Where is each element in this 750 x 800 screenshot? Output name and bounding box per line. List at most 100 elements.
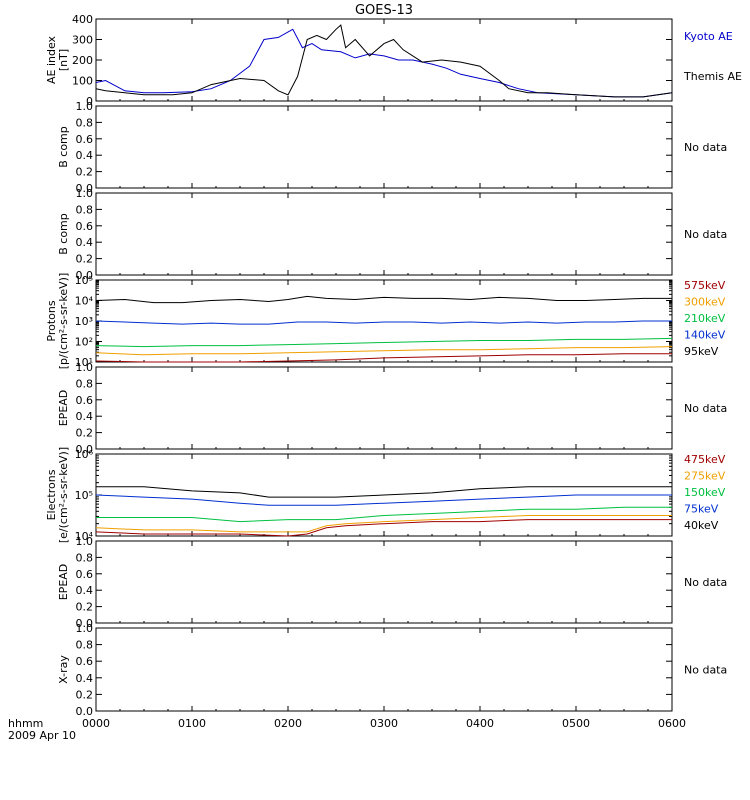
y-tick-label: 10⁵ (75, 274, 93, 287)
series-line-40kev (96, 486, 672, 498)
y-tick-label: 0.4 (76, 410, 94, 423)
legend-entry: Kyoto AE (684, 30, 733, 43)
y-tick-label: 1.0 (76, 622, 94, 635)
y-tick-label: 0.0 (76, 443, 94, 456)
x-tick-label: 0200 (274, 717, 302, 730)
y-tick-label: 10⁴ (75, 295, 94, 308)
y-axis-label: AE index (45, 35, 58, 84)
y-tick-label: 0.2 (76, 253, 94, 266)
panel-frame (95, 105, 673, 189)
y-tick-label: 0.4 (76, 236, 94, 249)
y-tick-label: 10⁶ (75, 448, 94, 461)
y-tick-label: 0.8 (76, 377, 94, 390)
x-tick-label: 0600 (658, 717, 686, 730)
series-line-575kev (95, 353, 672, 363)
legend-entry: Themis AE (683, 70, 742, 83)
legend-entry: 75keV (684, 503, 719, 516)
no-data-label: No data (684, 228, 727, 241)
y-tick-label: 0.8 (76, 116, 94, 129)
time-unit-label: hhmm (8, 717, 43, 730)
y-tick-label: 300 (72, 34, 93, 47)
legend-entry: 40keV (684, 519, 719, 532)
y-tick-label: 400 (72, 13, 93, 26)
panel-xray: 0.0 0.2 0.4 0.6 0.8 1.0 X-ray No data (57, 622, 727, 718)
y-tick-label: 10⁵ (75, 489, 93, 502)
y-tick-label: 0.4 (76, 672, 94, 685)
y-tick-label: 0.8 (76, 551, 94, 564)
y-axis-label: EPEAD (57, 564, 70, 601)
x-axis: 0000 0100 0200 0300 0400 0500 0600 (82, 717, 686, 730)
legend-entry: 575keV (684, 279, 726, 292)
y-tick-label: 0.8 (76, 203, 94, 216)
chart-title: GOES-13 (355, 3, 413, 18)
legend-entry: 95keV (684, 345, 719, 358)
y-tick-label: 0.6 (76, 220, 94, 233)
panel-electrons: 10⁴ 10⁵ 10⁶ Electrons [e/(cm²-s-sr-keV)] 475k… (45, 447, 726, 543)
x-tick-label: 0500 (562, 717, 590, 730)
y-tick-label: 1.0 (76, 187, 94, 200)
y-tick-label: 0.2 (76, 166, 94, 179)
legend-entry: 300keV (684, 296, 726, 309)
panel-b1: 0.0 0.2 0.4 0.6 0.8 1.0 B comp No data (57, 100, 727, 195)
legend-entry: 475keV (684, 453, 726, 466)
y-tick-label: 0.6 (76, 394, 94, 407)
series-line-140kev (95, 320, 672, 325)
series-line-kyoto-ae (95, 28, 673, 98)
y-tick-label: 0.0 (76, 617, 94, 630)
series-line-275kev (95, 515, 672, 533)
panel-frame (95, 279, 673, 363)
y-tick-label: 1.0 (76, 535, 94, 548)
series-line-475kev (95, 519, 672, 537)
y-axis-unit-label: [nT] (57, 49, 70, 71)
y-tick-label: 0.0 (76, 182, 94, 195)
x-tick-label: 0400 (466, 717, 494, 730)
x-tick-label: 0300 (370, 717, 398, 730)
x-tick-label: 0100 (178, 717, 206, 730)
y-axis-label: B comp (57, 126, 70, 168)
legend-entry: 150keV (684, 486, 726, 499)
panel-frame (95, 192, 673, 276)
panel-b2: 0.0 0.2 0.4 0.6 0.8 1.0 B comp No data (57, 187, 727, 282)
y-axis-label: Electrons (45, 469, 58, 520)
y-tick-label: 0.0 (76, 705, 94, 718)
series-line-150kev (96, 506, 672, 523)
y-tick-label: 1.0 (76, 361, 94, 374)
y-tick-label: 0.6 (76, 133, 94, 146)
panel-frame (95, 18, 673, 102)
y-tick-label: 10³ (75, 315, 93, 328)
y-axis-label: EPEAD (57, 390, 70, 427)
y-tick-label: 0.2 (76, 688, 94, 701)
x-tick-label: 0000 (82, 717, 110, 730)
no-data-label: No data (684, 141, 727, 154)
panel-epead2: 0.0 0.2 0.4 0.6 0.8 1.0 EPEAD No data (57, 535, 727, 630)
panel-protons: 10¹ 10² 10³ 10⁴ 10⁵ Protons [p/(cm²-s-sr-keV)]… (45, 273, 726, 370)
panel-frame (95, 540, 673, 624)
y-tick-label: 0.8 (76, 639, 94, 652)
y-axis-label: X-ray (57, 655, 70, 684)
series-line-95kev (95, 295, 672, 304)
legend-entry: 275keV (684, 470, 726, 483)
y-axis-label: B comp (57, 213, 70, 255)
y-tick-label: 0.4 (76, 149, 94, 162)
y-tick-label: 0 (86, 95, 93, 108)
date-label: 2009 Apr 10 (8, 729, 76, 742)
panel-frame (95, 366, 673, 450)
y-axis-unit-label: [p/(cm²-s-sr-keV)] (57, 273, 70, 370)
panels-group: 0 100 200 300 400 AE index [nT] Kyoto AE Themis … (45, 13, 742, 718)
legend-entry: 140keV (684, 329, 726, 342)
y-tick-label: 100 (72, 75, 93, 88)
y-tick-label: 0.6 (76, 568, 94, 581)
y-tick-label: 0.2 (76, 427, 94, 440)
y-tick-label: 10¹ (75, 356, 93, 369)
y-tick-label: 200 (72, 54, 93, 67)
y-axis-unit-label: [e/(cm²-s-sr-keV)] (57, 447, 70, 543)
no-data-label: No data (684, 402, 727, 415)
series-line-themis-ae (95, 24, 673, 98)
y-axis-label: Protons (45, 300, 58, 341)
y-tick-label: 0.0 (76, 269, 94, 282)
legend-entry: 210keV (684, 312, 726, 325)
y-tick-label: 0.6 (76, 655, 94, 668)
y-tick-label: 0.2 (76, 601, 94, 614)
series-line-300kev (95, 346, 673, 356)
